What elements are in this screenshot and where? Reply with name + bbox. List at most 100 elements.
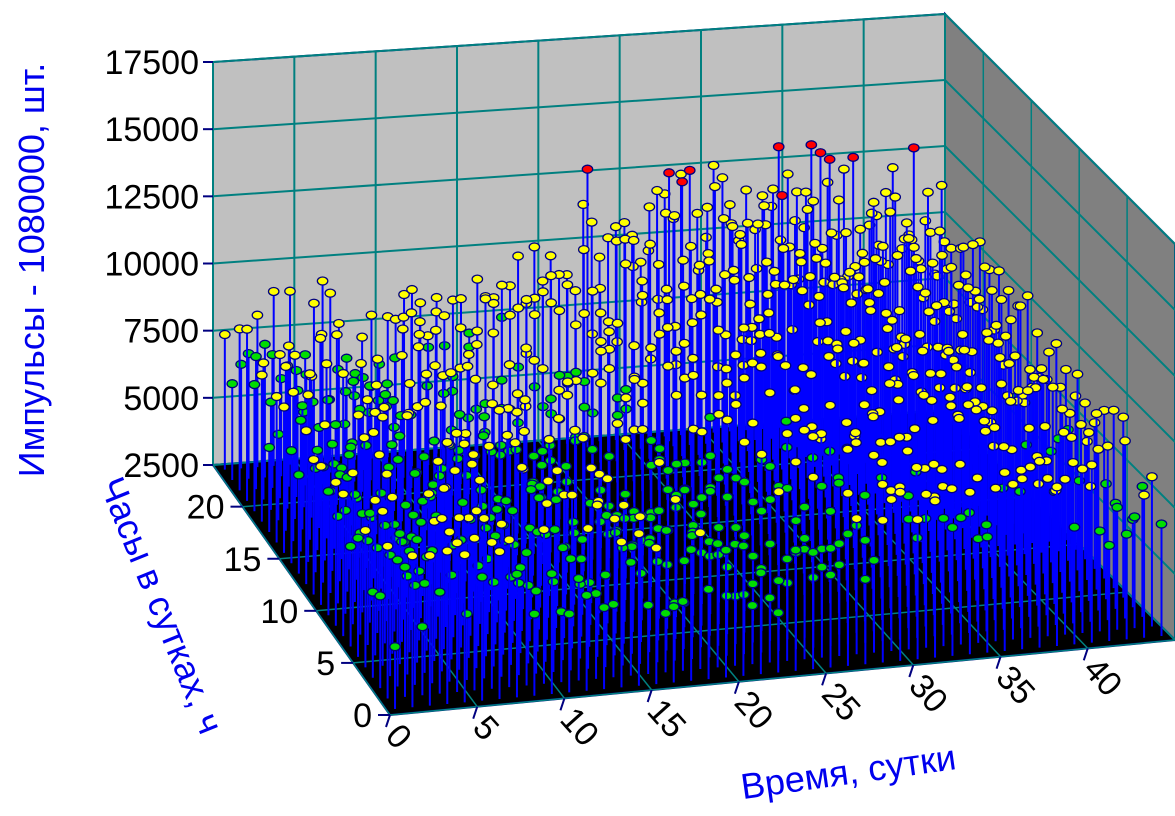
data-point <box>450 428 463 438</box>
data-point <box>821 177 834 187</box>
data-point <box>518 426 531 437</box>
data-point <box>356 332 368 342</box>
data-point <box>709 181 721 192</box>
data-point <box>925 395 938 406</box>
data-point <box>695 390 708 400</box>
data-point <box>512 251 524 261</box>
data-point <box>226 379 239 389</box>
data-point <box>1007 479 1019 489</box>
data-point <box>694 289 707 300</box>
data-point <box>945 262 958 272</box>
data-point <box>962 283 974 293</box>
data-point <box>643 202 656 212</box>
data-point <box>528 355 541 365</box>
data-point <box>369 495 382 505</box>
data-point <box>854 224 867 234</box>
data-point <box>378 402 390 413</box>
data-point <box>496 280 508 290</box>
data-point <box>628 340 640 351</box>
data-point <box>907 143 920 153</box>
y-tick-label: 15 <box>224 541 262 579</box>
data-point <box>727 265 740 275</box>
data-point <box>495 519 508 529</box>
data-point <box>561 377 574 387</box>
data-point <box>564 554 577 564</box>
data-point <box>726 221 739 232</box>
data-point <box>645 343 657 353</box>
data-point <box>855 372 868 383</box>
data-point <box>511 407 523 417</box>
data-point <box>376 412 389 422</box>
data-point <box>876 515 889 525</box>
data-point <box>993 266 1005 276</box>
data-point <box>786 325 799 335</box>
data-point <box>316 276 329 286</box>
data-point <box>661 322 674 333</box>
data-point <box>1107 405 1120 415</box>
data-point <box>418 578 431 589</box>
data-point <box>503 360 516 370</box>
data-point <box>617 500 630 510</box>
data-point <box>747 497 759 507</box>
data-point <box>578 308 591 319</box>
data-point <box>241 324 253 334</box>
data-point <box>1005 315 1017 325</box>
data-point <box>595 346 607 356</box>
data-point <box>807 547 819 558</box>
data-point <box>885 494 898 505</box>
data-point <box>381 469 393 479</box>
data-point <box>867 197 880 207</box>
data-point <box>986 285 998 296</box>
data-point <box>337 489 350 499</box>
data-point <box>636 290 649 301</box>
data-point <box>713 409 725 419</box>
data-point <box>653 308 666 318</box>
data-point <box>849 427 862 438</box>
data-point <box>483 441 495 451</box>
data-point <box>603 363 616 374</box>
data-point <box>856 248 869 258</box>
data-point <box>922 187 934 197</box>
data-point <box>528 242 541 252</box>
data-point <box>687 370 700 381</box>
data-point <box>263 442 276 453</box>
data-point <box>743 272 755 283</box>
data-point <box>545 298 558 308</box>
data-point <box>553 385 566 395</box>
data-point <box>1088 418 1101 428</box>
data-point <box>901 446 914 456</box>
data-point <box>702 584 715 594</box>
data-point <box>942 346 955 356</box>
y-tick-label: 0 <box>353 697 372 735</box>
data-point <box>491 504 503 514</box>
data-point <box>586 444 599 455</box>
data-point <box>257 358 270 368</box>
data-point <box>710 284 722 294</box>
data-point <box>678 338 691 349</box>
data-point <box>777 243 790 254</box>
data-point <box>471 326 484 336</box>
data-point <box>956 329 969 340</box>
data-point <box>734 229 747 240</box>
data-point <box>545 569 558 579</box>
data-point <box>986 406 998 416</box>
data-point <box>1111 502 1124 512</box>
data-point <box>339 387 352 397</box>
data-point <box>294 415 307 425</box>
data-point <box>545 394 557 404</box>
data-point <box>824 400 836 411</box>
data-point <box>525 484 537 495</box>
data-point <box>470 339 483 350</box>
data-point <box>937 513 950 523</box>
data-point <box>913 329 926 340</box>
data-point <box>420 369 433 379</box>
data-point <box>946 522 959 533</box>
data-point <box>772 351 784 362</box>
data-point <box>819 258 832 268</box>
data-point <box>644 239 656 249</box>
data-point <box>928 316 941 327</box>
data-point <box>971 473 984 483</box>
data-point <box>864 305 877 316</box>
data-point <box>981 328 993 338</box>
data-point <box>746 600 759 611</box>
